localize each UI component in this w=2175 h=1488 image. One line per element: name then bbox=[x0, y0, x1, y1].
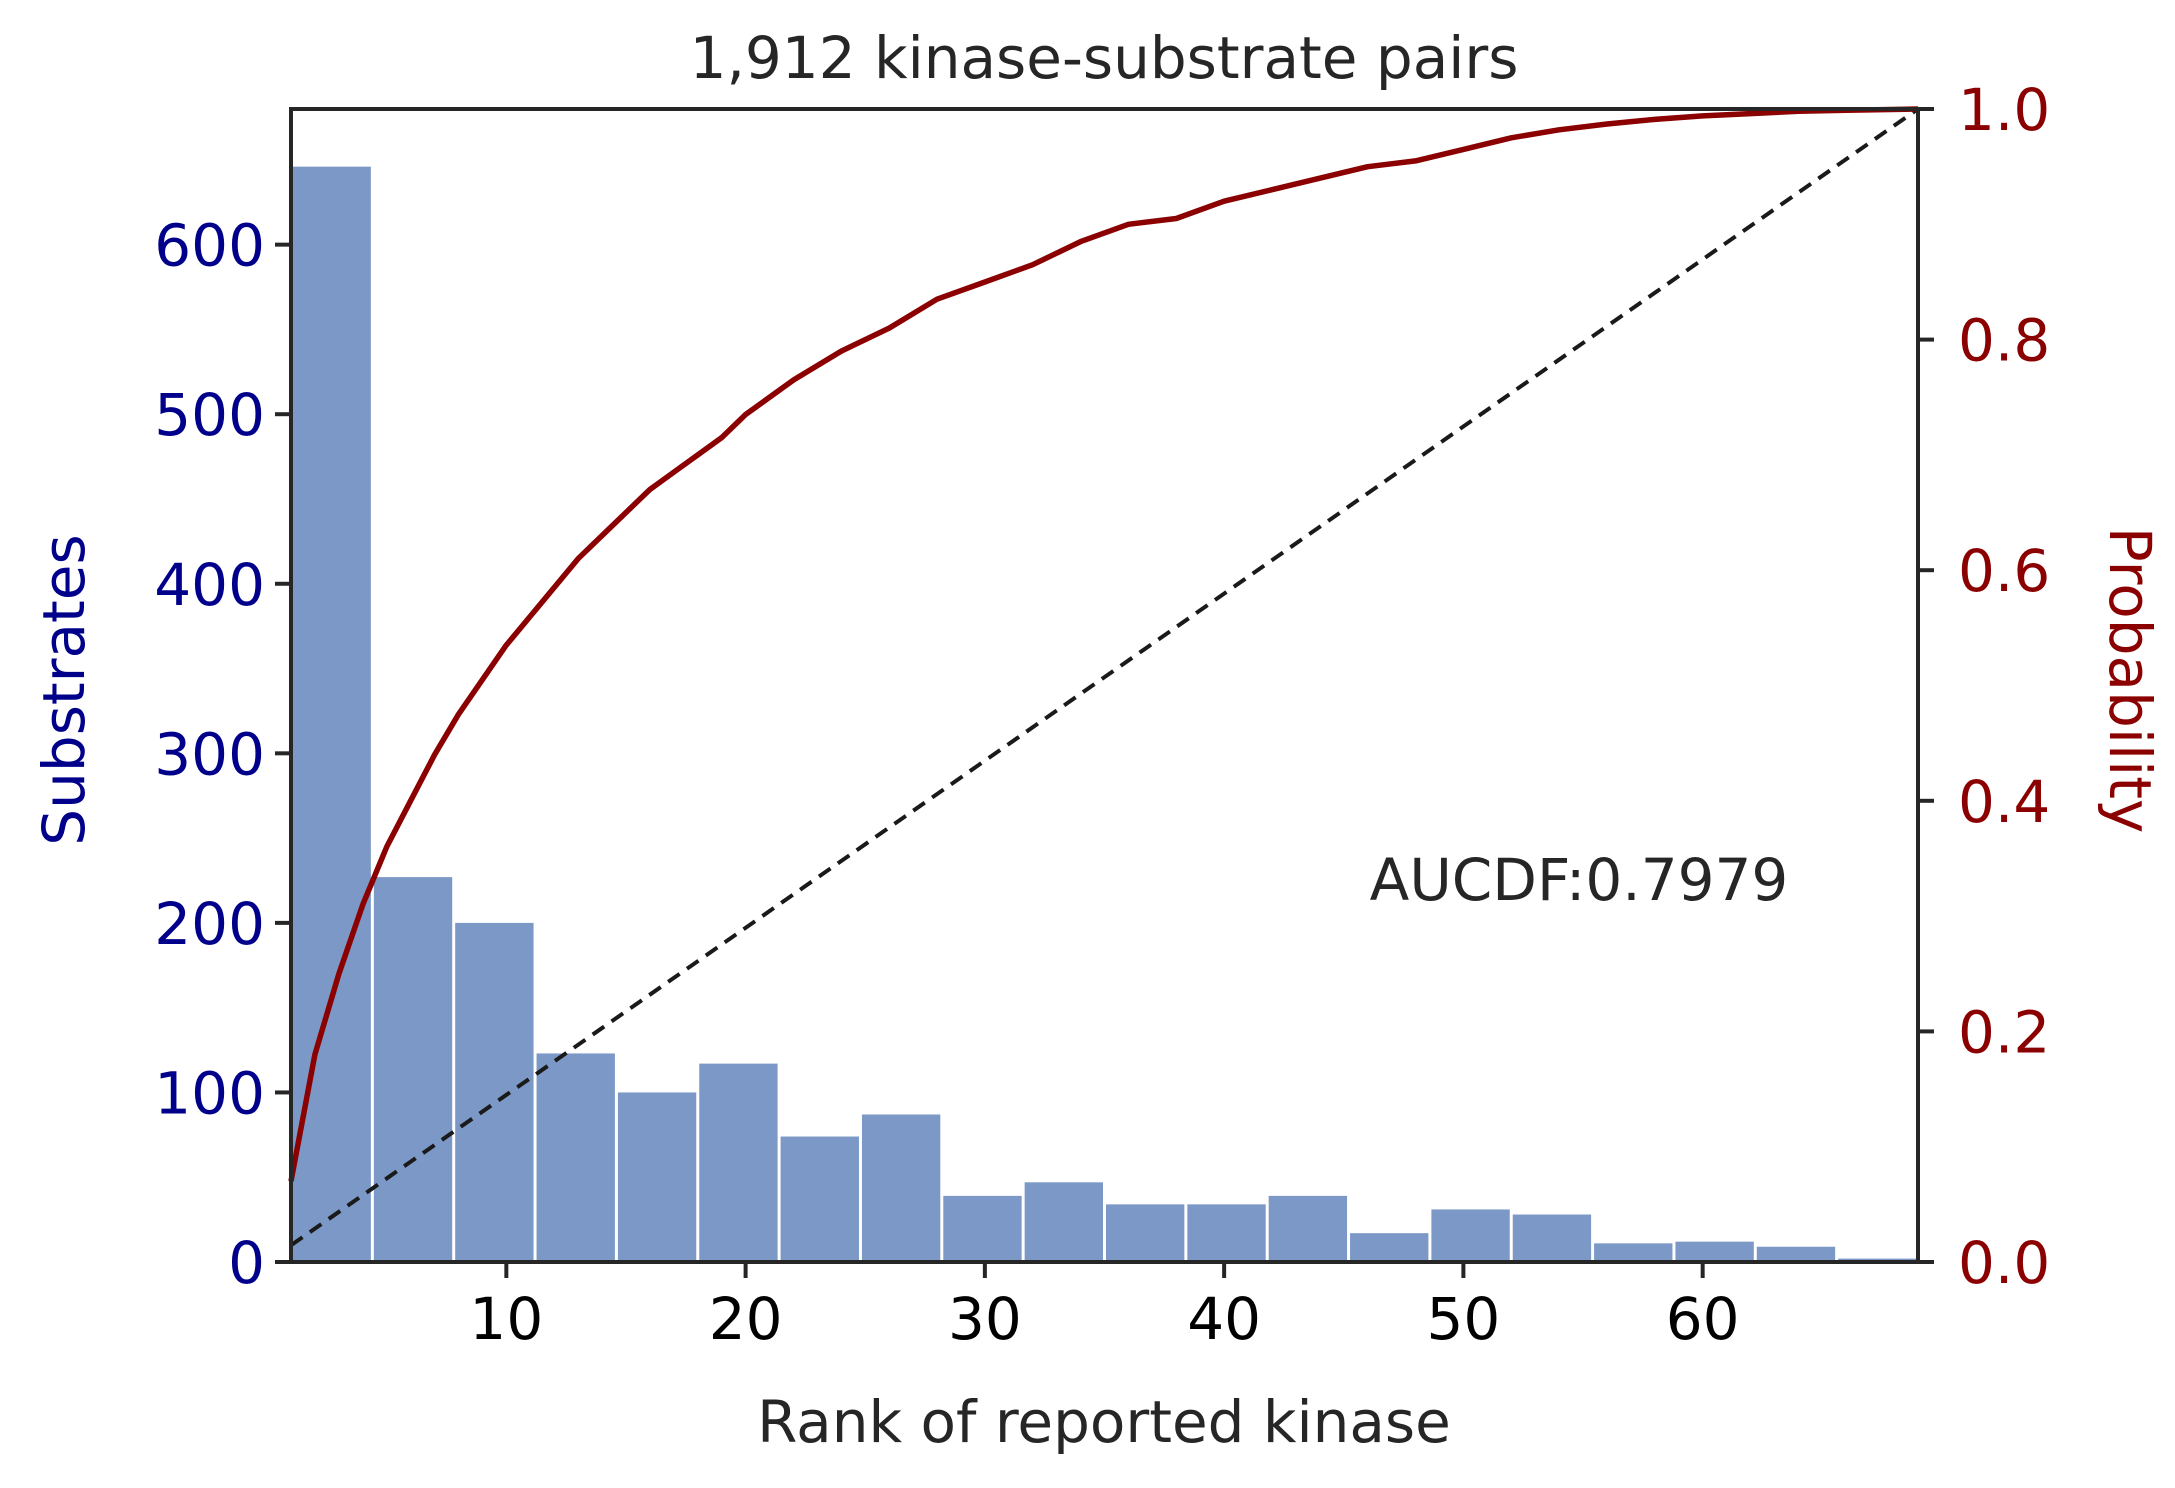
y-tick-label-right: 0.0 bbox=[1958, 1229, 2050, 1297]
histogram-bar bbox=[1431, 1209, 1510, 1262]
y-tick-label-right: 0.2 bbox=[1958, 998, 2050, 1066]
y-axis-right: 0.0 0.2 0.4 0.6 0.8 1.0 bbox=[1918, 76, 2050, 1297]
y-tick-label-right: 0.4 bbox=[1958, 768, 2050, 836]
y-axis-label-right: Probability bbox=[2096, 527, 2164, 834]
histogram-bar bbox=[536, 1053, 615, 1262]
histogram-bar bbox=[861, 1114, 941, 1262]
histogram-bar bbox=[1268, 1195, 1348, 1262]
histogram-bar bbox=[617, 1092, 697, 1262]
y-tick-label-left: 200 bbox=[154, 890, 265, 958]
y-tick-label-right: 1.0 bbox=[1958, 76, 2050, 144]
cdf-line bbox=[288, 106, 1919, 1182]
histogram-bar bbox=[455, 922, 534, 1262]
x-axis: 10 20 30 40 50 60 bbox=[469, 1262, 1740, 1353]
reference-line-group bbox=[289, 107, 1920, 1247]
plot-frame bbox=[289, 107, 1920, 1264]
y-tick-label-left: 100 bbox=[154, 1059, 265, 1127]
y-tick-label-right: 0.6 bbox=[1958, 537, 2050, 605]
x-tick-label: 40 bbox=[1187, 1285, 1261, 1353]
aucdf-annotation: AUCDF:0.7979 bbox=[1370, 846, 1789, 914]
histogram-bar bbox=[1187, 1204, 1266, 1262]
x-tick-label: 20 bbox=[709, 1285, 783, 1353]
y-tick-label-left: 0 bbox=[228, 1229, 265, 1297]
y-tick-label-right: 0.8 bbox=[1958, 307, 2050, 375]
histogram-bar bbox=[292, 166, 371, 1262]
chart-title: 1,912 kinase-substrate pairs bbox=[690, 24, 1519, 92]
histogram-bar bbox=[780, 1136, 859, 1262]
reference-diagonal-line bbox=[289, 107, 1920, 1247]
histogram-bar bbox=[943, 1195, 1022, 1262]
bars-group bbox=[292, 166, 1917, 1262]
x-tick-label: 10 bbox=[469, 1285, 543, 1353]
x-tick-label: 60 bbox=[1666, 1285, 1740, 1353]
histogram-bar bbox=[699, 1063, 778, 1262]
histogram-bar bbox=[1024, 1182, 1103, 1262]
histogram-bar bbox=[1512, 1214, 1592, 1262]
histogram-bar bbox=[1594, 1243, 1673, 1262]
histogram-bar bbox=[373, 877, 453, 1262]
x-tick-label: 50 bbox=[1426, 1285, 1500, 1353]
y-tick-label-left: 300 bbox=[154, 720, 265, 788]
histogram-bar bbox=[1756, 1246, 1836, 1262]
histogram-bar bbox=[1350, 1233, 1429, 1262]
histogram-bar bbox=[1675, 1241, 1754, 1262]
x-tick-label: 30 bbox=[948, 1285, 1022, 1353]
y-tick-label-left: 400 bbox=[154, 551, 265, 619]
cdf-line-group bbox=[288, 106, 1919, 1182]
x-axis-label: Rank of reported kinase bbox=[757, 1388, 1451, 1456]
y-axis-label-left: Substrates bbox=[30, 534, 98, 845]
histogram-bar bbox=[1106, 1204, 1185, 1262]
y-tick-label-left: 600 bbox=[154, 212, 265, 280]
y-tick-label-left: 500 bbox=[154, 381, 265, 449]
y-axis-left: 0 100 200 300 400 500 600 bbox=[154, 212, 291, 1297]
